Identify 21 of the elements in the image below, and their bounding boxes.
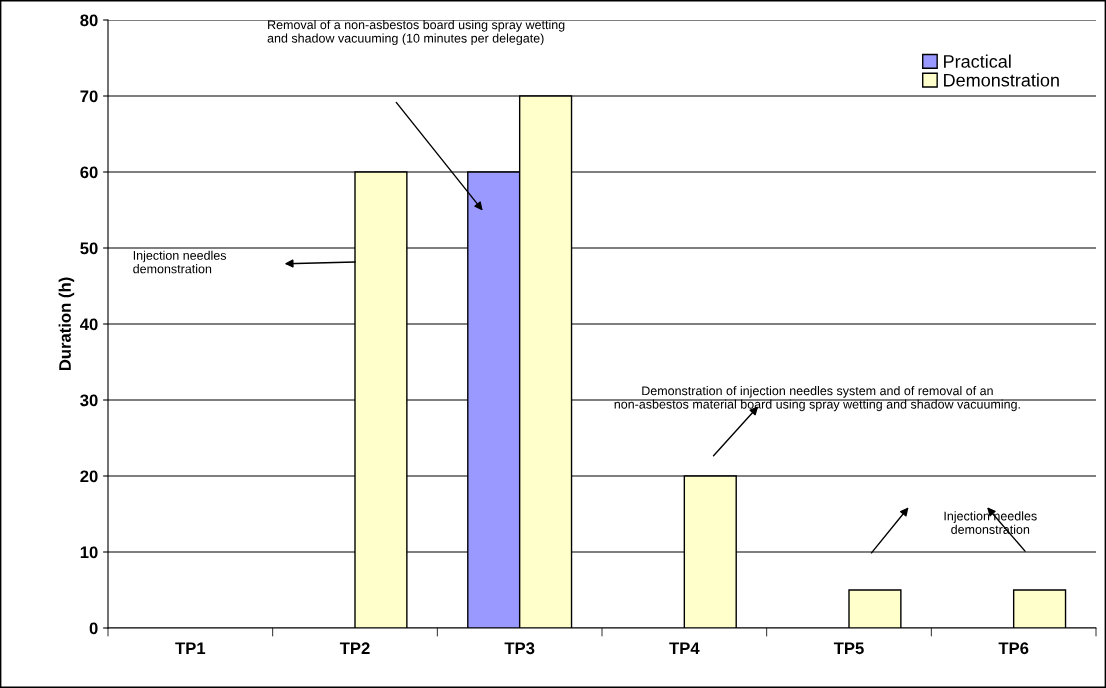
y-tick-label: 70 — [80, 90, 98, 103]
annotation: Removal of a non-asbestos board using spray wetting and shadow vacuuming (10 minutes per delegate) — [267, 20, 565, 46]
legend-label: Practical — [944, 54, 1011, 68]
y-tick-label: 50 — [80, 242, 98, 255]
x-tick-label: TP1 — [175, 642, 206, 654]
annotation: Demonstration of injection needles system and of removal of an non-asbestos material board using spray wetting and shadow vacuuming. — [614, 386, 1020, 412]
x-tick-label: TP5 — [833, 642, 864, 655]
y-tick-label: 30 — [80, 394, 98, 407]
y-tick-label: 40 — [79, 318, 98, 331]
annotation: Injection needles demonstration — [133, 250, 227, 274]
y-tick-label: 60 — [80, 166, 98, 179]
y-tick-label: 0 — [89, 622, 98, 635]
x-tick-label: TP2 — [339, 642, 370, 654]
x-tick-label: TP6 — [998, 642, 1029, 655]
y-tick-label: 20 — [80, 470, 98, 483]
x-tick-label: TP3 — [504, 642, 535, 655]
y-axis-title: Duration (h) — [58, 277, 75, 371]
legend-label: Demonstration — [944, 73, 1059, 87]
y-tick-label: 80 — [80, 14, 98, 27]
x-tick-label: TP4 — [669, 642, 700, 654]
y-tick-label: 10 — [80, 546, 98, 559]
